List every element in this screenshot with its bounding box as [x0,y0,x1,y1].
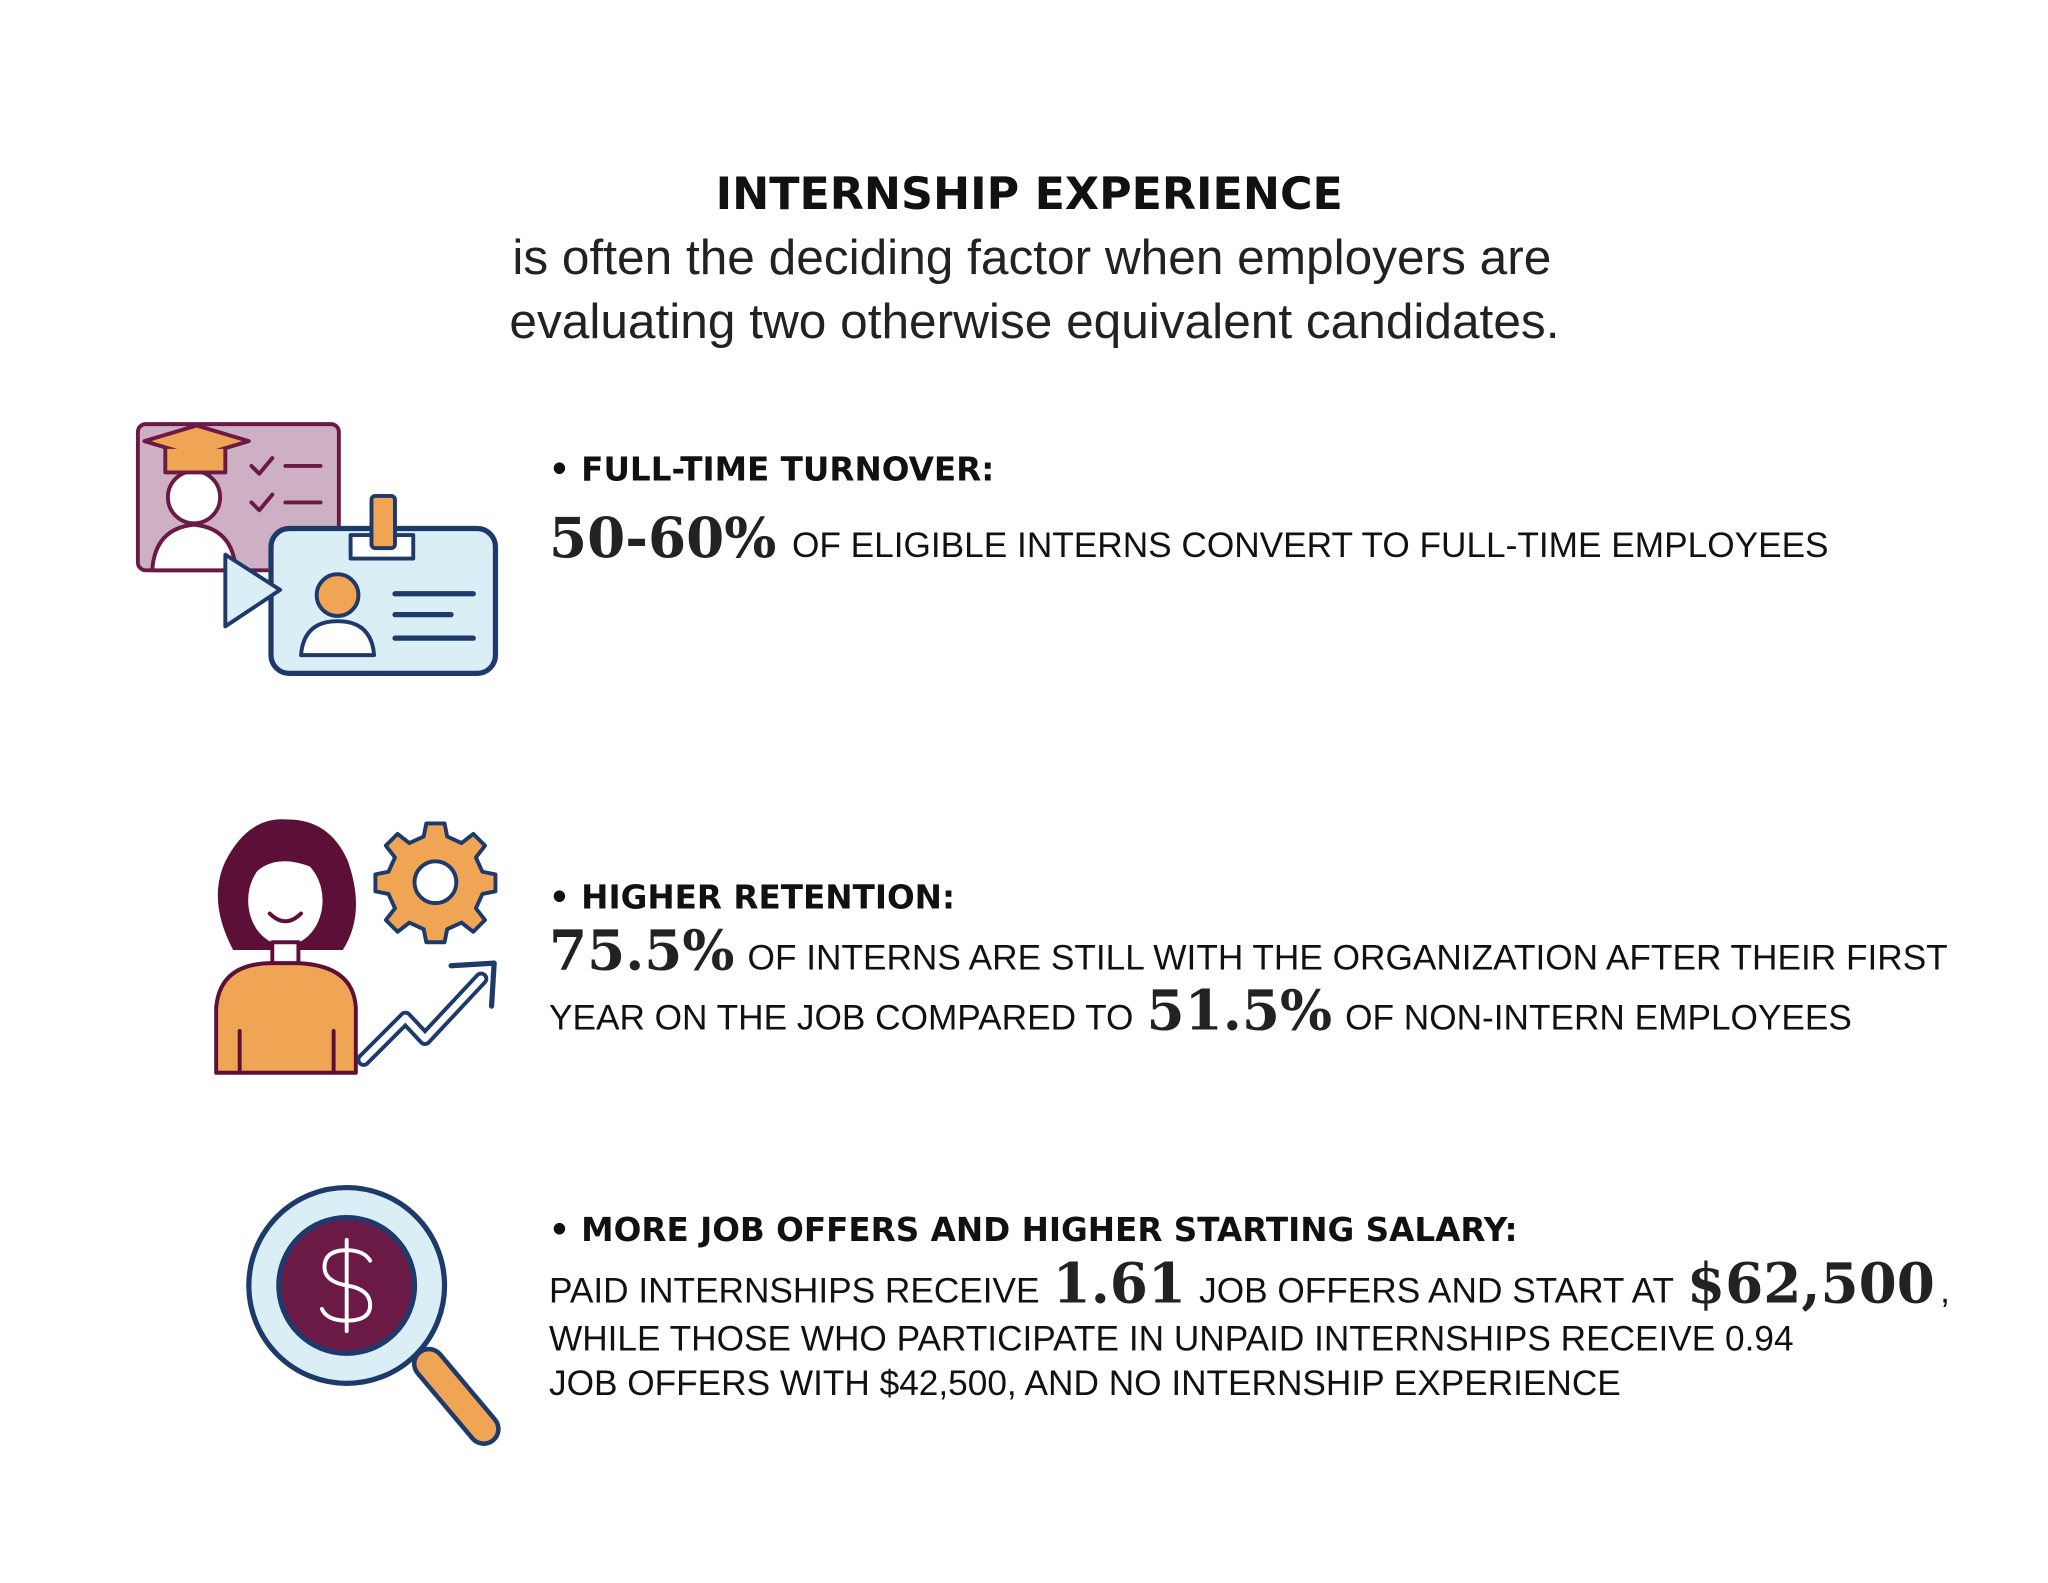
icon-growth-person [214,819,498,1075]
item-text: JOB OFFERS WITH $42,500, AND NO INTERNSH… [549,1364,1621,1403]
stat: $62,500 [1687,1251,1935,1315]
item-heading: • FULL-TIME TURNOVER: [549,450,994,488]
item-text: OF NON-INTERN EMPLOYEES [1345,999,1852,1038]
stat: 51.5% [1147,979,1333,1043]
item-line: 50-60% OF ELIGIBLE INTERNS CONVERT TO FU… [549,506,1829,570]
item-heading: • MORE JOB OFFERS AND HIGHER STARTING SA… [549,1211,1518,1249]
item-heading: • HIGHER RETENTION: [549,878,955,916]
subtitle: is often the deciding factor when employ… [512,229,1551,285]
item-text: WHILE THOSE WHO PARTICIPATE IN UNPAID IN… [549,1320,1794,1359]
subtitle: evaluating two otherwise equivalent cand… [509,293,1559,349]
item-text: JOB OFFERS AND START AT [1199,1271,1674,1310]
icon-salary-search [246,1184,501,1446]
item-line: 75.5% OF INTERNS ARE STILL WITH THE ORGA… [549,919,1948,983]
stat: 75.5% [549,919,735,983]
icon-graduate-id [135,422,499,677]
title: INTERNSHIP EXPERIENCE [716,169,1343,220]
item-text: , [1940,1271,1950,1310]
item-text: PAID INTERNSHIPS RECEIVE [549,1271,1040,1310]
stat: 1.61 [1053,1251,1186,1315]
item-line: PAID INTERNSHIPS RECEIVE 1.61 JOB OFFERS… [549,1251,1950,1315]
item-text: OF ELIGIBLE INTERNS CONVERT TO FULL-TIME… [792,526,1829,565]
stat: 50-60% [549,506,776,570]
item-text: OF INTERNS ARE STILL WITH THE ORGANIZATI… [748,939,1948,978]
item-line: YEAR ON THE JOB COMPARED TO 51.5% OF NON… [549,979,1852,1043]
item-text: YEAR ON THE JOB COMPARED TO [549,999,1133,1038]
